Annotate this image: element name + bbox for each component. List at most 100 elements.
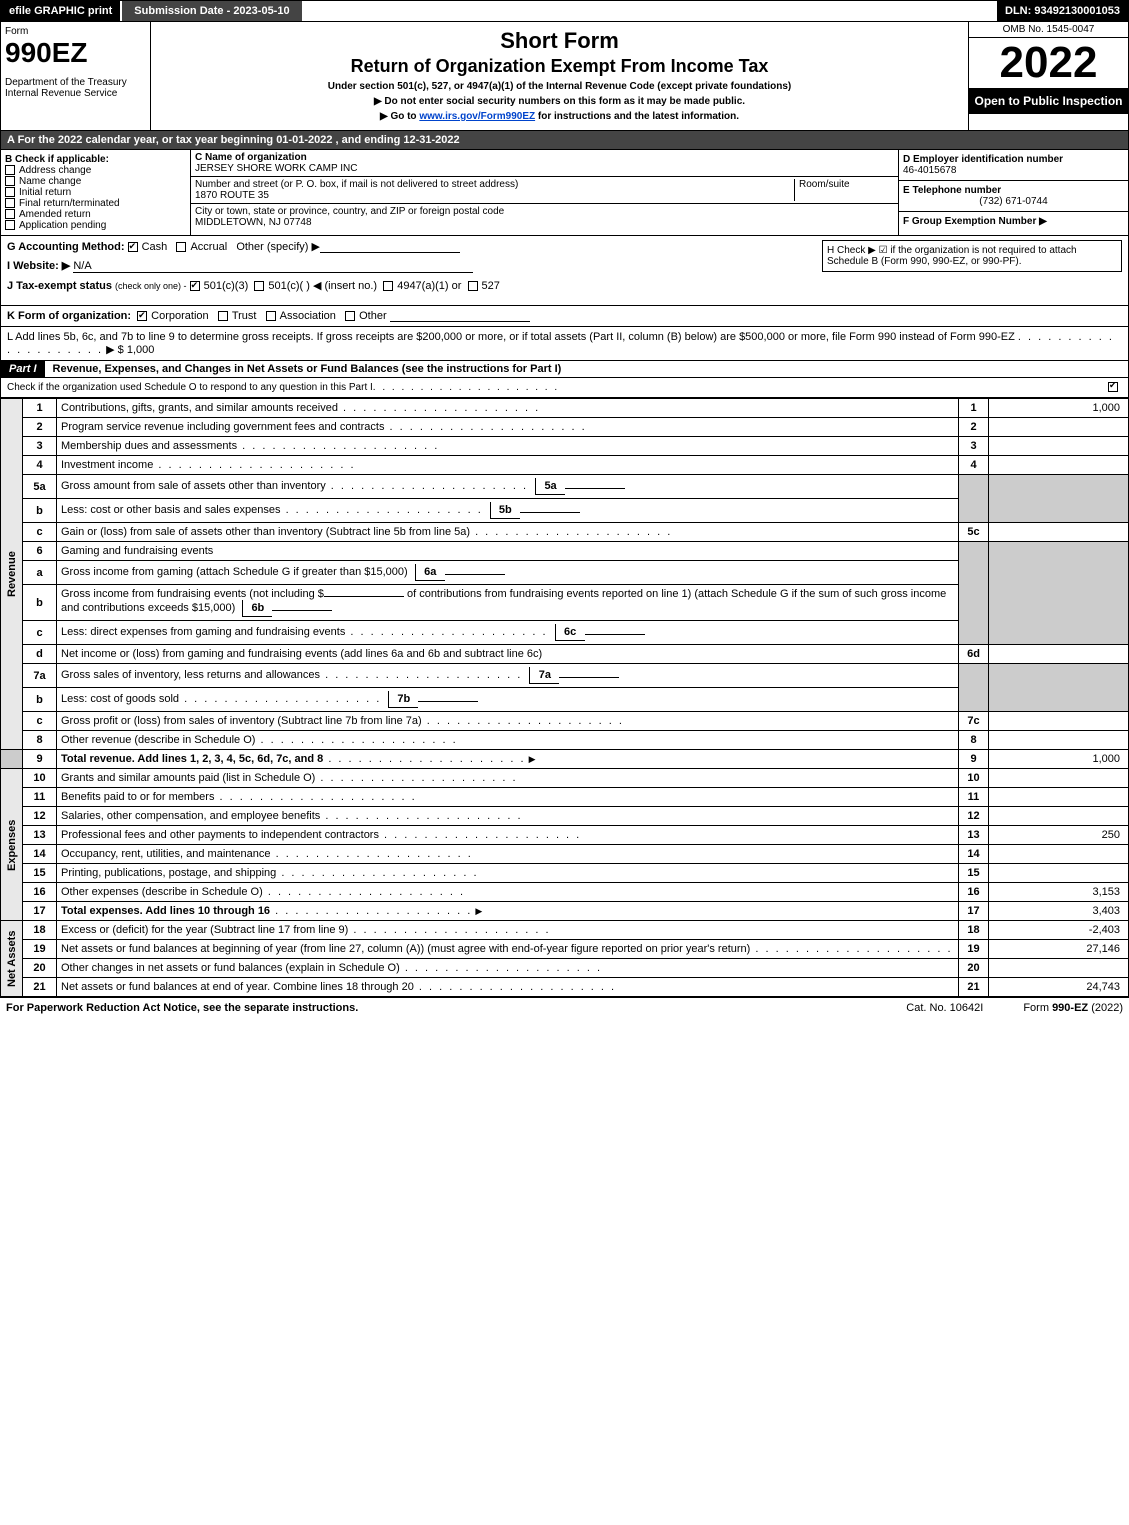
row-k: K Form of organization: Corporation Trus… [0,306,1129,327]
org-city: MIDDLETOWN, NJ 07748 [195,217,894,228]
g-label: G Accounting Method: [7,241,125,253]
line-21-text: Net assets or fund balances at end of ye… [57,978,959,997]
line-16-text: Other expenses (describe in Schedule O) [57,883,959,902]
chk-application-pending[interactable]: Application pending [5,220,186,231]
line-1-text: Contributions, gifts, grants, and simila… [57,399,959,418]
section-h: H Check ▶ ☑ if the organization is not r… [822,240,1122,272]
form-label: Form [5,26,146,37]
line-17-text: Total expenses. Add lines 10 through 16 [57,902,959,921]
org-name: JERSEY SHORE WORK CAMP INC [195,163,894,174]
line-7c-amount [989,712,1129,731]
page-footer: For Paperwork Reduction Act Notice, see … [0,997,1129,1018]
tax-year: 2022 [969,38,1128,88]
chk-schedule-o[interactable] [1108,382,1118,392]
line-18-amount: -2,403 [989,921,1129,940]
section-bcdef: B Check if applicable: Address change Na… [0,150,1129,236]
dln-label: DLN: 93492130001053 [997,1,1128,21]
line-6d-amount [989,645,1129,664]
line-1-amount: 1,000 [989,399,1129,418]
line-12-amount [989,807,1129,826]
line-18-text: Excess or (deficit) for the year (Subtra… [57,921,959,940]
chk-association[interactable] [266,311,276,321]
line-12-text: Salaries, other compensation, and employ… [57,807,959,826]
line-6a-text: Gross income from gaming (attach Schedul… [57,561,959,585]
c-street-label: Number and street (or P. O. box, if mail… [195,179,794,190]
line-a-tax-year: A For the 2022 calendar year, or tax yea… [0,131,1129,150]
k-label: K Form of organization: [7,310,131,322]
line-8-text: Other revenue (describe in Schedule O) [57,731,959,750]
chk-501c3[interactable] [190,281,200,291]
line-6b-text: Gross income from fundraising events (no… [57,585,959,621]
other-org-input[interactable] [390,321,530,322]
header-right: OMB No. 1545-0047 2022 Open to Public In… [968,22,1128,130]
row-l: L Add lines 5b, 6c, and 7b to line 9 to … [0,327,1129,361]
chk-other-org[interactable] [345,311,355,321]
line-21-amount: 24,743 [989,978,1129,997]
section-def: D Employer identification number 46-4015… [898,150,1128,235]
chk-cash[interactable] [128,242,138,252]
other-method-input[interactable] [320,252,460,253]
form-number: 990EZ [5,37,88,68]
header-left: Form 990EZ Department of the Treasury In… [1,22,151,130]
part-1-label: Part I [1,361,45,377]
org-street: 1870 ROUTE 35 [195,190,794,201]
chk-trust[interactable] [218,311,228,321]
header-note-1: ▶ Do not enter social security numbers o… [155,96,964,107]
part-1-title: Revenue, Expenses, and Changes in Net As… [53,363,1128,375]
chk-final-return[interactable]: Final return/terminated [5,198,186,209]
chk-amended-return[interactable]: Amended return [5,209,186,220]
omb-number: OMB No. 1545-0047 [969,22,1128,38]
room-suite-label: Room/suite [794,179,894,201]
line-2-text: Program service revenue including govern… [57,418,959,437]
chk-initial-return[interactable]: Initial return [5,187,186,198]
return-title: Return of Organization Exempt From Incom… [155,56,964,77]
j-label: J Tax-exempt status [7,280,112,292]
chk-address-change[interactable]: Address change [5,165,186,176]
line-6d-text: Net income or (loss) from gaming and fun… [57,645,959,664]
line-20-amount [989,959,1129,978]
chk-accrual[interactable] [176,242,186,252]
website-value: N/A [73,260,473,273]
line-19-text: Net assets or fund balances at beginning… [57,940,959,959]
line-14-text: Occupancy, rent, utilities, and maintena… [57,845,959,864]
line-5c-text: Gain or (loss) from sale of assets other… [57,523,959,542]
expenses-side-label: Expenses [1,769,23,921]
line-4-text: Investment income [57,456,959,475]
line-6c-text: Less: direct expenses from gaming and fu… [57,621,959,645]
line-11-amount [989,788,1129,807]
l-amount-label: ▶ $ [106,344,124,356]
chk-4947[interactable] [383,281,393,291]
note2-pre: ▶ Go to [380,111,419,122]
line-19-amount: 27,146 [989,940,1129,959]
chk-501c[interactable] [254,281,264,291]
ein-label: D Employer identification number [903,154,1124,165]
line-7c-text: Gross profit or (loss) from sales of inv… [57,712,959,731]
section-c: C Name of organization JERSEY SHORE WORK… [191,150,898,235]
line-5b-text: Less: cost or other basis and sales expe… [57,499,959,523]
chk-name-change[interactable]: Name change [5,176,186,187]
line-5c-amount [989,523,1129,542]
line-17-amount: 3,403 [989,902,1129,921]
phone-label: E Telephone number [903,185,1124,196]
line-4-amount [989,456,1129,475]
line-2-amount [989,418,1129,437]
line-5a-text: Gross amount from sale of assets other t… [57,475,959,499]
line-11-text: Benefits paid to or for members [57,788,959,807]
l-text: L Add lines 5b, 6c, and 7b to line 9 to … [7,331,1015,343]
line-6-text: Gaming and fundraising events [57,542,959,561]
form-header: Form 990EZ Department of the Treasury In… [0,22,1129,131]
irs-link[interactable]: www.irs.gov/Form990EZ [419,111,535,122]
line-3-amount [989,437,1129,456]
line-8-amount [989,731,1129,750]
i-label: I Website: ▶ [7,260,70,272]
header-note-2: ▶ Go to www.irs.gov/Form990EZ for instru… [155,111,964,122]
chk-corporation[interactable] [137,311,147,321]
chk-527[interactable] [468,281,478,291]
efile-print-label[interactable]: efile GRAPHIC print [1,1,120,21]
h-text: H Check ▶ ☑ if the organization is not r… [827,245,1077,267]
footer-cat-no: Cat. No. 10642I [906,1002,983,1014]
section-b: B Check if applicable: Address change Na… [1,150,191,235]
line-9-text: Total revenue. Add lines 1, 2, 3, 4, 5c,… [57,750,959,769]
section-b-title: B Check if applicable: [5,154,186,165]
l-amount: 1,000 [127,344,155,356]
